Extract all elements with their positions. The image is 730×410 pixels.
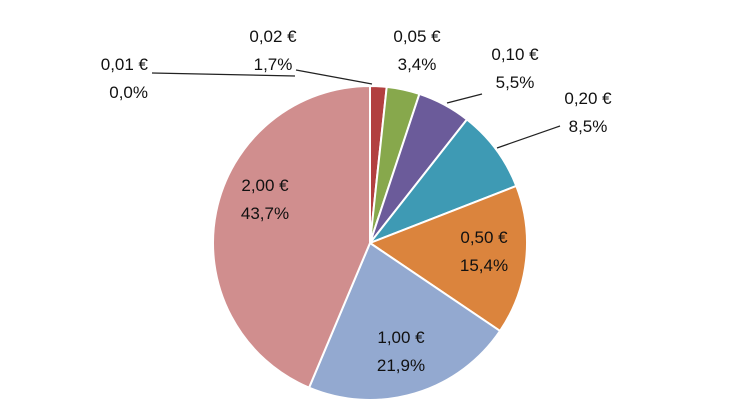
pie-slice-100: [307, 241, 502, 401]
slice-percent-050: 15,4%: [460, 256, 508, 275]
slice-percent-100: 21,9%: [377, 356, 425, 375]
slice-label-005: 0,05 €: [393, 27, 441, 46]
slice-labels: 0,01 € 0,0% 0,02 € 1,7% 0,05 € 3,4% 0,10 € 5,5%…: [101, 27, 612, 375]
slice-percent-001: 0,0%: [109, 83, 148, 102]
leader-line-020: [496, 125, 561, 149]
pie-slices: [212, 84, 528, 401]
leader-line-002: [295, 69, 373, 85]
pie-slice-020: [366, 118, 518, 246]
slice-label-001: 0,01 €: [101, 55, 149, 74]
pie-slice-050: [367, 184, 528, 333]
slice-percent-020: 8,5%: [569, 117, 608, 136]
leader-line-001: [151, 72, 296, 77]
slice-label-100: 1,00 €: [377, 328, 425, 347]
leader-line-010: [446, 93, 483, 104]
slice-percent-002: 1,7%: [254, 55, 293, 74]
slice-percent-200: 43,7%: [241, 204, 289, 223]
slice-label-010: 0,10 €: [491, 45, 539, 64]
pie-slice-200: [212, 84, 371, 390]
slice-label-002: 0,02 €: [249, 27, 297, 46]
slice-percent-010: 5,5%: [496, 73, 535, 92]
leader-lines: [151, 69, 561, 149]
slice-label-200: 2,00 €: [241, 176, 289, 195]
slice-label-020: 0,20 €: [564, 89, 612, 108]
slice-percent-005: 3,4%: [398, 55, 437, 74]
slice-label-050: 0,50 €: [460, 228, 508, 247]
